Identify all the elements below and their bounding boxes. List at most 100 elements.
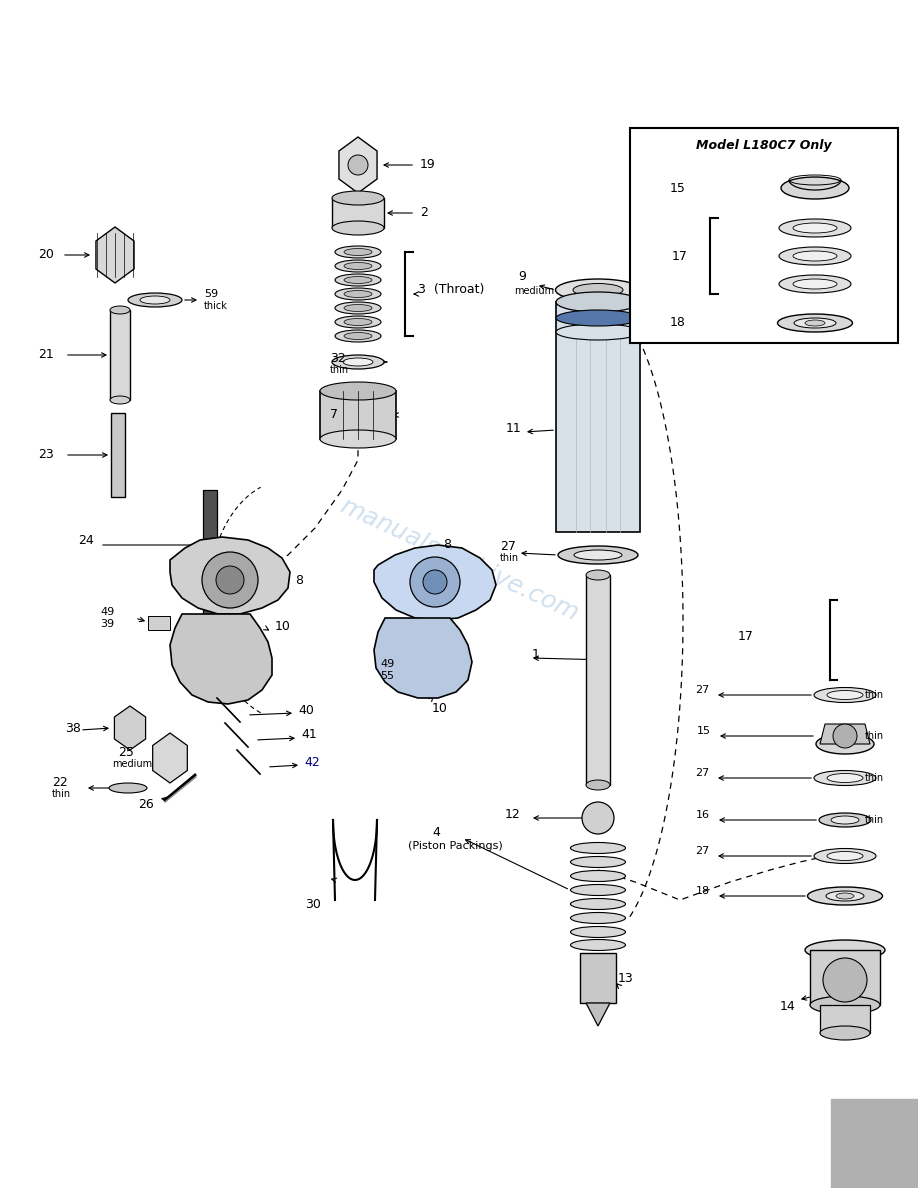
Ellipse shape xyxy=(556,292,640,312)
Text: 12: 12 xyxy=(505,808,521,821)
Text: 27: 27 xyxy=(500,539,516,552)
Ellipse shape xyxy=(344,333,372,340)
Ellipse shape xyxy=(110,307,130,314)
Ellipse shape xyxy=(814,688,876,702)
Text: 9: 9 xyxy=(518,270,526,283)
Text: 17: 17 xyxy=(738,630,754,643)
Ellipse shape xyxy=(343,358,373,366)
Text: 15: 15 xyxy=(697,726,711,737)
Ellipse shape xyxy=(344,304,372,311)
Ellipse shape xyxy=(814,848,876,864)
Ellipse shape xyxy=(779,274,851,293)
Bar xyxy=(148,617,170,630)
Bar xyxy=(820,1005,870,1034)
Text: medium: medium xyxy=(514,286,554,296)
Ellipse shape xyxy=(320,383,396,400)
Ellipse shape xyxy=(570,940,625,950)
Ellipse shape xyxy=(781,177,849,200)
Circle shape xyxy=(423,570,447,594)
Ellipse shape xyxy=(826,891,864,901)
Bar xyxy=(831,1099,918,1188)
Polygon shape xyxy=(115,706,146,750)
Ellipse shape xyxy=(808,887,882,905)
Text: 27: 27 xyxy=(695,846,710,857)
Circle shape xyxy=(833,723,857,748)
Circle shape xyxy=(410,557,460,607)
Ellipse shape xyxy=(836,893,854,899)
Ellipse shape xyxy=(570,898,625,910)
Polygon shape xyxy=(170,537,290,614)
Ellipse shape xyxy=(344,248,372,255)
Bar xyxy=(586,575,610,785)
Ellipse shape xyxy=(793,223,837,233)
Ellipse shape xyxy=(335,316,381,328)
Ellipse shape xyxy=(335,246,381,258)
Text: thick: thick xyxy=(204,301,228,311)
Polygon shape xyxy=(820,723,870,744)
Ellipse shape xyxy=(814,771,876,785)
Circle shape xyxy=(216,565,244,594)
Ellipse shape xyxy=(332,221,384,235)
Polygon shape xyxy=(374,545,496,620)
Ellipse shape xyxy=(793,251,837,261)
Text: 27: 27 xyxy=(695,767,710,778)
Ellipse shape xyxy=(779,219,851,236)
Ellipse shape xyxy=(110,396,130,404)
Bar xyxy=(111,413,125,497)
Bar xyxy=(630,128,898,343)
Text: 26: 26 xyxy=(138,798,153,811)
Ellipse shape xyxy=(586,570,610,580)
Polygon shape xyxy=(339,137,377,192)
Polygon shape xyxy=(96,227,134,283)
Text: 32: 32 xyxy=(330,352,346,365)
Ellipse shape xyxy=(570,871,625,881)
Text: 42: 42 xyxy=(304,756,319,769)
Ellipse shape xyxy=(109,783,147,794)
Ellipse shape xyxy=(779,247,851,265)
Text: 24: 24 xyxy=(78,535,94,548)
Ellipse shape xyxy=(819,813,871,827)
Bar xyxy=(810,950,880,1005)
Text: 16: 16 xyxy=(696,810,710,820)
Text: 49: 49 xyxy=(100,607,114,617)
Ellipse shape xyxy=(570,842,625,853)
Circle shape xyxy=(823,958,867,1001)
Text: 19: 19 xyxy=(420,158,436,171)
Text: 20: 20 xyxy=(38,248,54,261)
Ellipse shape xyxy=(820,1026,870,1040)
Ellipse shape xyxy=(335,287,381,301)
Ellipse shape xyxy=(805,320,825,326)
Ellipse shape xyxy=(831,816,859,824)
Text: 14: 14 xyxy=(780,999,796,1012)
Ellipse shape xyxy=(827,690,863,700)
Text: thin: thin xyxy=(500,552,519,563)
Ellipse shape xyxy=(335,274,381,286)
Text: 7: 7 xyxy=(330,409,338,422)
Text: 25: 25 xyxy=(118,746,134,758)
Ellipse shape xyxy=(332,191,384,206)
Text: thin: thin xyxy=(865,815,884,824)
Bar xyxy=(332,198,384,228)
Text: 22: 22 xyxy=(52,776,68,789)
Text: 8: 8 xyxy=(295,574,303,587)
Text: 3  (Throat): 3 (Throat) xyxy=(418,284,485,297)
Circle shape xyxy=(202,552,258,608)
Ellipse shape xyxy=(320,430,396,448)
Ellipse shape xyxy=(827,852,863,860)
Ellipse shape xyxy=(335,302,381,314)
Text: 59: 59 xyxy=(204,289,218,299)
Ellipse shape xyxy=(344,263,372,270)
Ellipse shape xyxy=(335,260,381,272)
Text: 40: 40 xyxy=(298,703,314,716)
Text: Model L180C7 Only: Model L180C7 Only xyxy=(696,139,832,152)
Ellipse shape xyxy=(335,330,381,342)
Text: thin: thin xyxy=(865,690,884,700)
Text: 23: 23 xyxy=(38,449,54,461)
Text: 1: 1 xyxy=(532,647,540,661)
Text: medium: medium xyxy=(112,759,152,769)
Ellipse shape xyxy=(344,277,372,284)
Text: 10: 10 xyxy=(275,619,291,632)
Polygon shape xyxy=(586,1003,610,1026)
Ellipse shape xyxy=(140,296,170,304)
Text: 18: 18 xyxy=(670,316,686,329)
